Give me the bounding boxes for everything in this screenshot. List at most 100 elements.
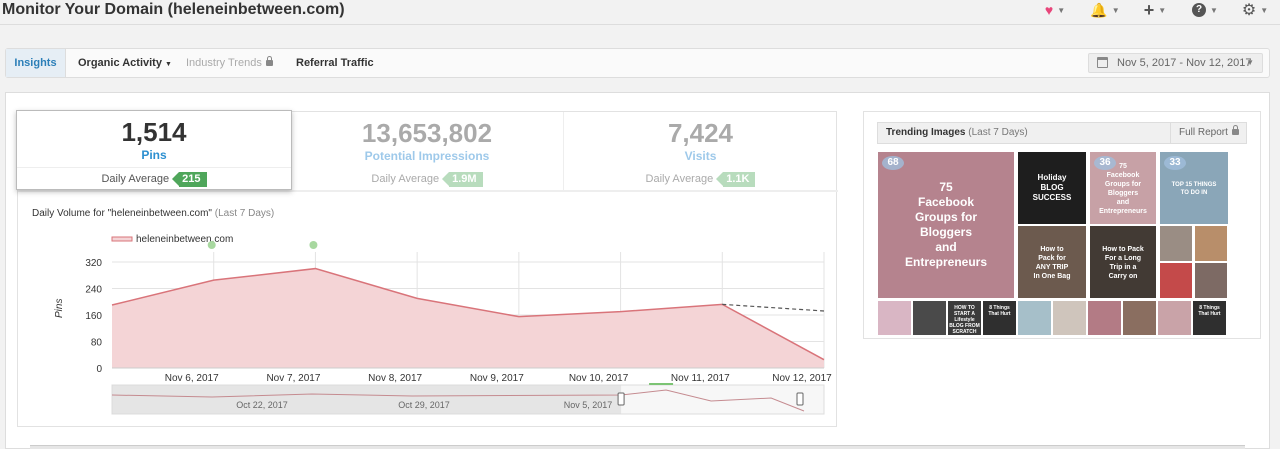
trending-image-thumb[interactable] (1018, 301, 1051, 335)
image-caption: 8 Things That Hurt (1193, 305, 1226, 317)
chevron-down-icon: ▼ (1111, 5, 1120, 15)
trending-image-thumb[interactable] (878, 301, 911, 335)
trending-image-thumb[interactable] (1088, 301, 1121, 335)
navigator-handle-right (796, 392, 804, 406)
insights-panel: 1,514 Pins Daily Average 215 13,653,802 P… (5, 92, 1270, 449)
x-tick-label: Nov 8, 2017 (368, 373, 422, 384)
trending-image[interactable]: 33 TOP 15 THINGS TO DO IN (1160, 152, 1228, 224)
caption-line: Groups for (915, 210, 977, 224)
trending-image[interactable]: How to Pack For a Long Trip in a Carry on (1090, 226, 1156, 298)
daily-average-label: Daily Average (101, 173, 170, 185)
image-caption: TOP 15 THINGS TO DO IN (1160, 181, 1228, 197)
repin-count-badge: 68 (882, 156, 904, 170)
repin-count-badge: 33 (1164, 156, 1186, 170)
event-marker (309, 241, 318, 249)
trending-image-thumb[interactable] (1053, 301, 1086, 335)
chevron-down-icon: ▼ (1057, 5, 1066, 15)
tab-label: Insights (14, 57, 57, 69)
trending-image[interactable]: 68 75 Facebook Groups for Bloggers and Entrepr… (878, 152, 1014, 298)
stat-label: Visits (684, 149, 717, 163)
stat-value: 7,424 (667, 118, 734, 148)
notifications-menu[interactable]: 🔔 ▼ (1080, 0, 1130, 20)
image-caption: 75 Facebook Groups for Bloggers and Entrepren… (878, 180, 1014, 270)
trending-title-suffix: (Last 7 Days) (968, 127, 1028, 138)
settings-menu[interactable]: ⚙ ▼ (1230, 0, 1280, 20)
x-tick-label: Nov 10, 2017 (569, 373, 629, 384)
stat-label: Pins (141, 148, 167, 162)
trending-image-thumb[interactable]: 8 Things That Hurt (983, 301, 1016, 335)
y-tick-label: 320 (85, 258, 102, 269)
caption-line: TO DO IN (1180, 189, 1208, 196)
forecast-line (722, 303, 825, 312)
tab-industry-trends[interactable]: Industry Trends (186, 49, 273, 77)
trending-image-thumb[interactable] (1123, 301, 1156, 335)
tab-label: Referral Traffic (296, 57, 374, 69)
trending-image[interactable]: How to Pack for ANY TRIP In One Bag (1018, 226, 1086, 298)
image-caption: 75 Facebook Groups for Bloggers and Entrepren… (1090, 162, 1156, 216)
daily-average: Daily Average 1.9M (291, 168, 563, 190)
trending-title: Trending Images (Last 7 Days) (886, 127, 1028, 138)
favorites-menu[interactable]: ♥ ▼ (1030, 0, 1080, 20)
chart-title: Daily Volume for "heleneinbetween.com" (… (32, 208, 274, 219)
navigator-label: Oct 29, 2017 (398, 400, 450, 410)
y-tick-label: 80 (91, 337, 103, 348)
chevron-down-icon: ▼ (1158, 5, 1167, 15)
caption-line: TOP 15 THINGS (1171, 181, 1217, 188)
image-caption: Holiday BLOG SUCCESS (1018, 173, 1086, 203)
image-caption: 8 Things That Hurt (983, 305, 1016, 317)
chevron-down-icon: ▼ (1246, 58, 1254, 67)
trending-image[interactable] (1160, 263, 1192, 298)
caption-line: Lifestyle (954, 317, 975, 323)
caption-line: SCRATCH (952, 329, 977, 335)
caption-line: Entrepreneurs (904, 255, 988, 269)
daily-average-label: Daily Average (371, 173, 440, 185)
volume-card: 1,514 Pins Daily Average 215 13,653,802 P… (16, 110, 838, 427)
daily-average: Daily Average 215 (17, 167, 291, 189)
daily-average-badge: 1.9M (441, 172, 483, 187)
caption-line: and (1116, 198, 1130, 206)
bell-icon: 🔔 (1090, 1, 1108, 18)
legend-label: heleneinbetween.com (136, 234, 233, 245)
series-area (112, 268, 824, 368)
stat-value: 1,514 (121, 117, 187, 147)
caption-line: Bloggers (919, 225, 972, 239)
daily-average-badge: 1.1K (716, 172, 756, 187)
help-menu[interactable]: ? ▼ (1180, 0, 1230, 20)
caption-line: In One Bag (1033, 272, 1071, 280)
trending-image[interactable]: Holiday BLOG SUCCESS (1018, 152, 1086, 224)
image-caption: How to Pack for ANY TRIP In One Bag (1018, 245, 1086, 281)
bottom-panel-edge (30, 445, 1245, 449)
stat-potential-impressions[interactable]: 13,653,802 Potential Impressions Daily A… (291, 112, 564, 190)
trending-image-thumb[interactable] (1158, 301, 1191, 335)
y-tick-label: 160 (85, 311, 102, 322)
series-line (111, 267, 825, 361)
caption-line: Entrepreneurs (1099, 207, 1147, 215)
trending-image[interactable] (1195, 263, 1227, 298)
navigator-mask (112, 385, 622, 414)
top-bar: Monitor Your Domain (heleneinbetween.com… (0, 0, 1280, 24)
tab-insights[interactable]: Insights (6, 49, 66, 77)
caption-line: START A (953, 311, 976, 317)
trending-image-thumb[interactable]: 8 Things That Hurt (1193, 301, 1226, 335)
full-report-button[interactable]: Full Report (1170, 123, 1246, 143)
trending-image-thumb[interactable] (913, 301, 946, 335)
navigator-label: Oct 22, 2017 (236, 400, 288, 410)
tab-organic-activity[interactable]: Organic Activity ▼ (78, 49, 172, 77)
image-caption: How to Pack For a Long Trip in a Carry on (1090, 245, 1156, 281)
x-tick-label: Nov 11, 2017 (671, 373, 730, 384)
caption-line: How to (1040, 245, 1064, 253)
stat-pins[interactable]: 1,514 Pins Daily Average 215 (16, 110, 292, 190)
caption-line: That Hurt (988, 311, 1011, 317)
trending-image-thumb[interactable]: HOW TO START A Lifestyle BLOG FROM SCRATCH (948, 301, 981, 335)
date-range-picker[interactable]: Nov 5, 2017 - Nov 12, 2017 ▼ (1088, 53, 1263, 73)
caption-line: Groups for (1104, 180, 1142, 188)
trending-image[interactable] (1195, 226, 1227, 261)
trending-image[interactable] (1160, 226, 1192, 261)
tab-referral-traffic[interactable]: Referral Traffic (296, 49, 374, 77)
add-menu[interactable]: + ▼ (1130, 0, 1180, 20)
repin-count-badge: 36 (1094, 156, 1116, 170)
trending-header: Trending Images (Last 7 Days) Full Repor… (877, 122, 1247, 144)
stat-visits[interactable]: 7,424 Visits Daily Average 1.1K (564, 112, 837, 190)
trending-image[interactable]: 36 75 Facebook Groups for Bloggers and Entrepr… (1090, 152, 1156, 224)
caption-line: For a Long (1104, 254, 1142, 262)
